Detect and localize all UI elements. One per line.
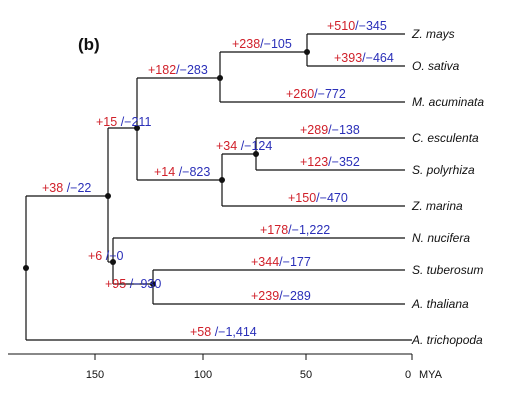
tip-m-acuminata: M. acuminata <box>412 95 484 109</box>
tip-s-polyrhiza: S. polyrhiza <box>412 163 475 177</box>
label-z-marina: +150/−470 <box>288 191 348 205</box>
tip-z-marina: Z. marina <box>411 199 463 213</box>
axis-label-50: 50 <box>300 369 312 381</box>
label-s-polyrhiza: +123/−352 <box>300 155 360 169</box>
label-commelinids: +182/−283 <box>148 63 208 77</box>
tip-o-sativa: O. sativa <box>412 59 460 73</box>
label-s-tuberosum: +344/−177 <box>251 255 311 269</box>
tip-n-nucifera: N. nucifera <box>412 231 470 245</box>
tip-s-tuberosum: S. tuberosum <box>412 263 483 277</box>
label-grasses: +238/−105 <box>232 37 292 51</box>
time-axis: 150 100 50 0 MYA <box>8 353 443 381</box>
panel-label: (b) <box>78 35 100 54</box>
label-core-eudicots: +95 /−930 <box>105 277 161 291</box>
label-m-acuminata: +260/−772 <box>286 87 346 101</box>
tip-labels: Z. mays O. sativa M. acuminata C. escule… <box>411 27 484 347</box>
tip-z-mays: Z. mays <box>411 27 455 41</box>
tip-c-esculenta: C. esculenta <box>412 131 479 145</box>
label-z-mays: +510/−345 <box>327 19 387 33</box>
label-monocots: +15 /−211 <box>96 115 151 129</box>
gain-loss-labels: +510/−345 +393/−464 +238/−105 +260/−772 … <box>42 19 394 339</box>
axis-label-150: 150 <box>86 369 104 381</box>
tip-a-thaliana: A. thaliana <box>411 297 469 311</box>
label-mesangiosperms: +38 /−22 <box>42 181 91 195</box>
axis-label-100: 100 <box>194 369 212 381</box>
label-a-thaliana: +239/−289 <box>251 289 311 303</box>
node-root <box>23 265 29 271</box>
node-commelinids <box>217 75 223 81</box>
node-grasses <box>304 49 310 55</box>
axis-label-0: 0 <box>405 369 411 381</box>
tip-a-trichopoda: A. trichopoda <box>411 333 483 347</box>
node-eudicots <box>110 259 116 265</box>
label-araceae: +34 /−124 <box>216 139 272 153</box>
label-c-esculenta: +289/−138 <box>300 123 360 137</box>
node-alismatales <box>219 177 225 183</box>
node-core-eudicots <box>150 281 156 287</box>
label-eudicots: +6 /−0 <box>88 249 124 263</box>
label-o-sativa: +393/−464 <box>334 51 394 65</box>
node-mesangiosperms <box>105 193 111 199</box>
label-alismatales: +14 /−823 <box>154 165 210 179</box>
axis-unit: MYA <box>419 369 443 381</box>
tree-branches <box>25 33 412 341</box>
tree-nodes <box>23 49 310 287</box>
node-monocots <box>134 125 140 131</box>
label-n-nucifera: +178/−1,222 <box>260 223 330 237</box>
node-araceae <box>253 151 259 157</box>
label-a-trichopoda: +58 /−1,414 <box>190 325 257 339</box>
